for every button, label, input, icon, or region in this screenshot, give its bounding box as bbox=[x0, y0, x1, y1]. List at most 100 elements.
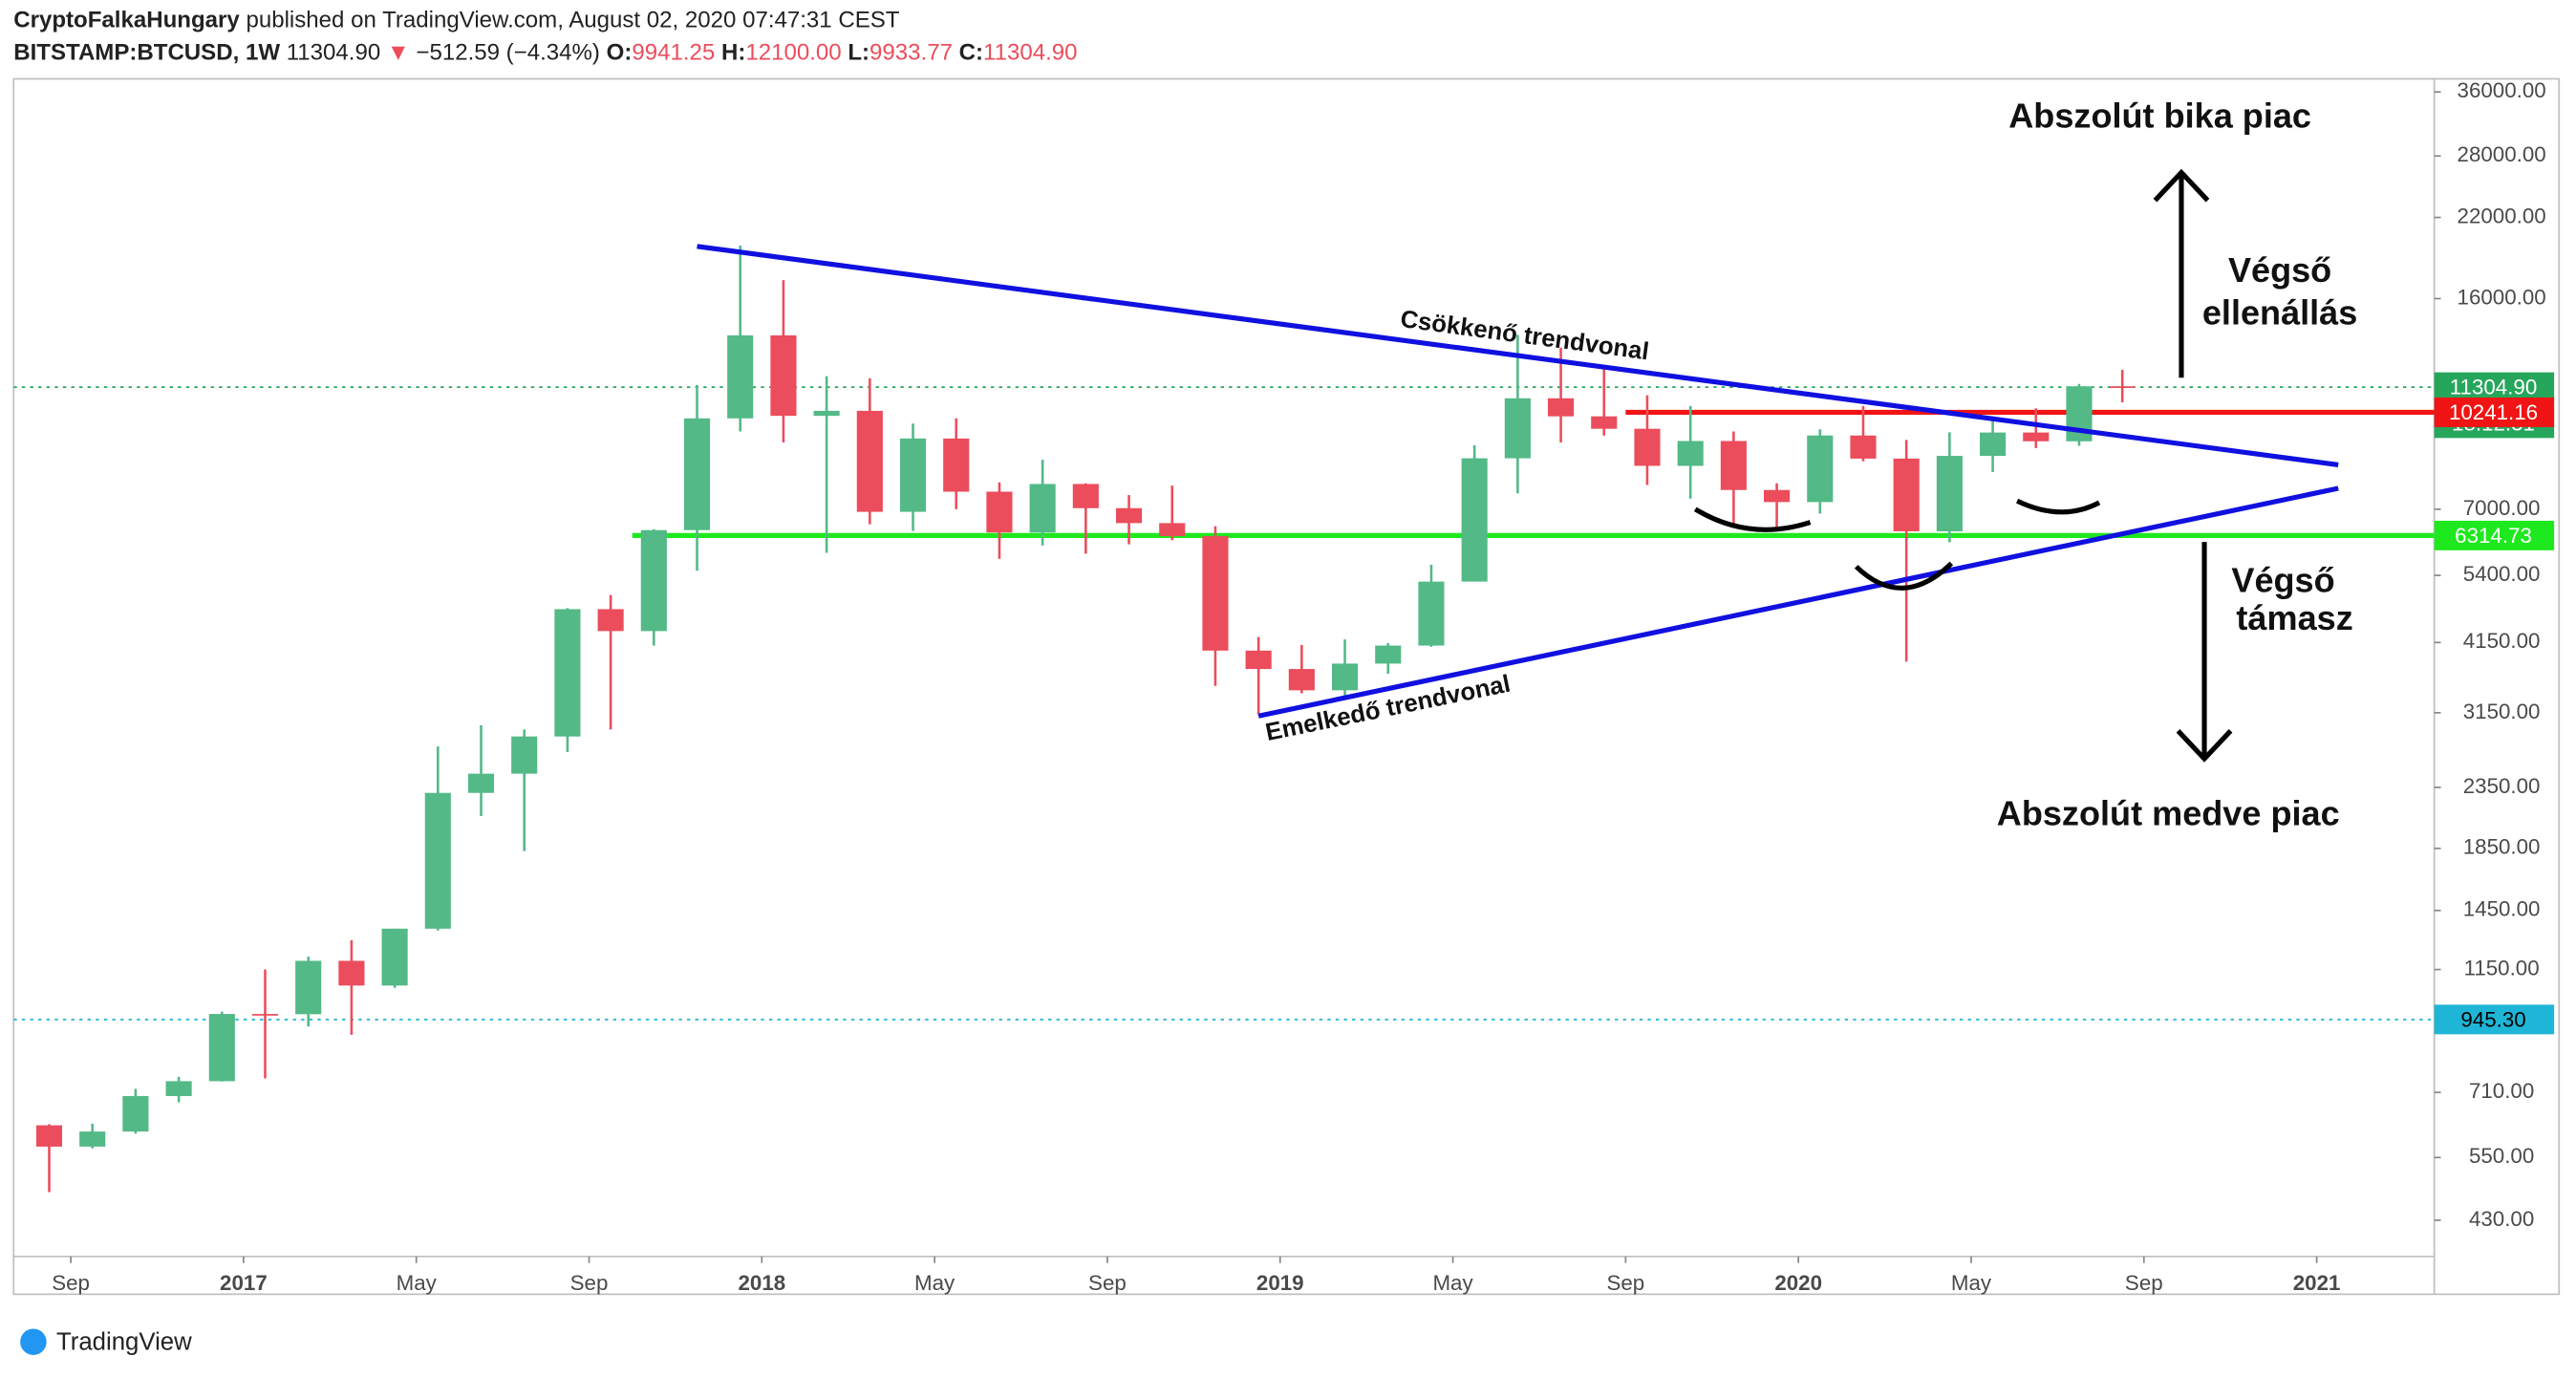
candle-body bbox=[2023, 432, 2050, 441]
published: published on TradingView.com, August 02,… bbox=[246, 8, 899, 33]
header-line-2: BITSTAMP:BTCUSD, 1W 11304.90 ▼ −512.59 (… bbox=[13, 40, 1077, 66]
candle-body bbox=[770, 334, 797, 417]
brand-logo bbox=[20, 1328, 47, 1355]
candle-body bbox=[1764, 489, 1791, 503]
annotation: támasz bbox=[2236, 598, 2352, 637]
candle-body bbox=[338, 960, 365, 986]
y-tick-label: 430.00 bbox=[2469, 1207, 2534, 1231]
arc bbox=[1854, 561, 1954, 591]
candle-body bbox=[1461, 458, 1488, 582]
y-tick-label: 2350.00 bbox=[2463, 774, 2541, 798]
price-label-box bbox=[2434, 1004, 2555, 1035]
annotation: Abszolút bika piac bbox=[2008, 96, 2311, 135]
o-label: O: bbox=[607, 40, 633, 66]
price-label: 945.30 bbox=[2460, 1007, 2525, 1031]
candle-body bbox=[1504, 398, 1531, 459]
candle-body bbox=[1202, 536, 1229, 651]
brand: TradingView bbox=[20, 1328, 192, 1356]
candle-body bbox=[1418, 581, 1445, 646]
candle-body bbox=[1936, 456, 1963, 531]
candle-body bbox=[856, 410, 883, 512]
high: 12100.00 bbox=[745, 40, 841, 66]
y-tick-label: 28000.00 bbox=[2458, 142, 2546, 166]
h-label: H: bbox=[721, 40, 745, 66]
x-tick-label: 2019 bbox=[1256, 1271, 1304, 1295]
candle-body bbox=[424, 792, 451, 929]
candle-body bbox=[295, 960, 322, 1015]
candle-body bbox=[1331, 663, 1359, 691]
candle-body bbox=[79, 1131, 106, 1147]
candle-body bbox=[1072, 484, 1099, 508]
candle-body bbox=[1159, 523, 1186, 537]
candle-body bbox=[208, 1014, 235, 1082]
candle-body bbox=[640, 529, 667, 632]
x-tick-label: 2020 bbox=[1774, 1271, 1822, 1295]
candle-body bbox=[1288, 669, 1315, 691]
x-tick-label: Sep bbox=[2125, 1271, 2163, 1295]
candle-body bbox=[1807, 435, 1834, 503]
header-line-1: CryptoFalkaHungary published on TradingV… bbox=[13, 8, 900, 33]
candle-body bbox=[1548, 398, 1575, 417]
open: 9941.25 bbox=[632, 40, 715, 66]
arrow-down bbox=[2176, 542, 2233, 763]
y-tick-label: 7000.00 bbox=[2463, 496, 2541, 520]
low: 9933.77 bbox=[869, 40, 953, 66]
x-tick-label: May bbox=[397, 1271, 438, 1295]
x-tick-label: May bbox=[1432, 1271, 1473, 1295]
candle-body bbox=[1245, 650, 1272, 670]
last: 11304.90 bbox=[287, 40, 381, 66]
x-tick-label: 2017 bbox=[220, 1271, 268, 1295]
annotation: ellenállás bbox=[2202, 293, 2357, 333]
x-tick-label: 2018 bbox=[738, 1271, 785, 1295]
candle-body bbox=[165, 1081, 192, 1096]
arrow-up bbox=[2153, 168, 2210, 378]
candle-body bbox=[2109, 386, 2136, 388]
candle-body bbox=[381, 928, 408, 986]
x-tick-label: Sep bbox=[1088, 1271, 1127, 1295]
y-tick-label: 22000.00 bbox=[2458, 204, 2546, 227]
l-label: L: bbox=[848, 40, 869, 66]
symbol: BITSTAMP:BTCUSD, 1W bbox=[13, 40, 280, 66]
candle-body bbox=[1375, 645, 1402, 664]
x-tick-label: 2021 bbox=[2293, 1271, 2341, 1295]
price-label-box bbox=[2434, 397, 2555, 427]
x-tick-label: Sep bbox=[52, 1271, 90, 1295]
price-label: 11304.90 bbox=[2450, 376, 2537, 399]
candle-body bbox=[1980, 432, 2007, 457]
y-tick-label: 550.00 bbox=[2469, 1144, 2534, 1168]
arc bbox=[2015, 498, 2101, 515]
candle-body bbox=[727, 334, 754, 419]
candle-body bbox=[251, 1014, 279, 1016]
price-label: 6314.73 bbox=[2455, 524, 2532, 548]
y-tick-label: 36000.00 bbox=[2458, 78, 2546, 102]
candle-body bbox=[1677, 441, 1704, 466]
candle-body bbox=[899, 438, 927, 512]
candle-body bbox=[511, 736, 538, 774]
y-tick-label: 1150.00 bbox=[2464, 956, 2540, 980]
candle-body bbox=[122, 1095, 149, 1132]
candle-body bbox=[1634, 428, 1661, 466]
price-label: 10241.16 bbox=[2449, 400, 2538, 424]
candle-body bbox=[35, 1125, 63, 1147]
trendline bbox=[1257, 485, 2339, 719]
x-tick-label: May bbox=[914, 1271, 955, 1295]
candle-body bbox=[683, 418, 711, 530]
y-tick-label: 1450.00 bbox=[2463, 897, 2541, 921]
candle-body bbox=[1115, 507, 1143, 524]
trendline bbox=[697, 244, 2339, 467]
y-tick-label: 710.00 bbox=[2469, 1079, 2534, 1103]
change: −512.59 (−4.34%) bbox=[416, 40, 600, 66]
candle-body bbox=[1720, 441, 1747, 490]
author: CryptoFalkaHungary bbox=[13, 8, 240, 33]
candle-body bbox=[1850, 435, 1877, 459]
candle-body bbox=[597, 609, 624, 632]
close: 11304.90 bbox=[983, 40, 1078, 66]
price-label-box bbox=[2434, 520, 2555, 550]
y-tick-label: 5400.00 bbox=[2463, 562, 2541, 586]
candle-body bbox=[1893, 458, 1920, 531]
x-tick-label: Sep bbox=[570, 1271, 609, 1295]
x-tick-label: May bbox=[1951, 1271, 1992, 1295]
